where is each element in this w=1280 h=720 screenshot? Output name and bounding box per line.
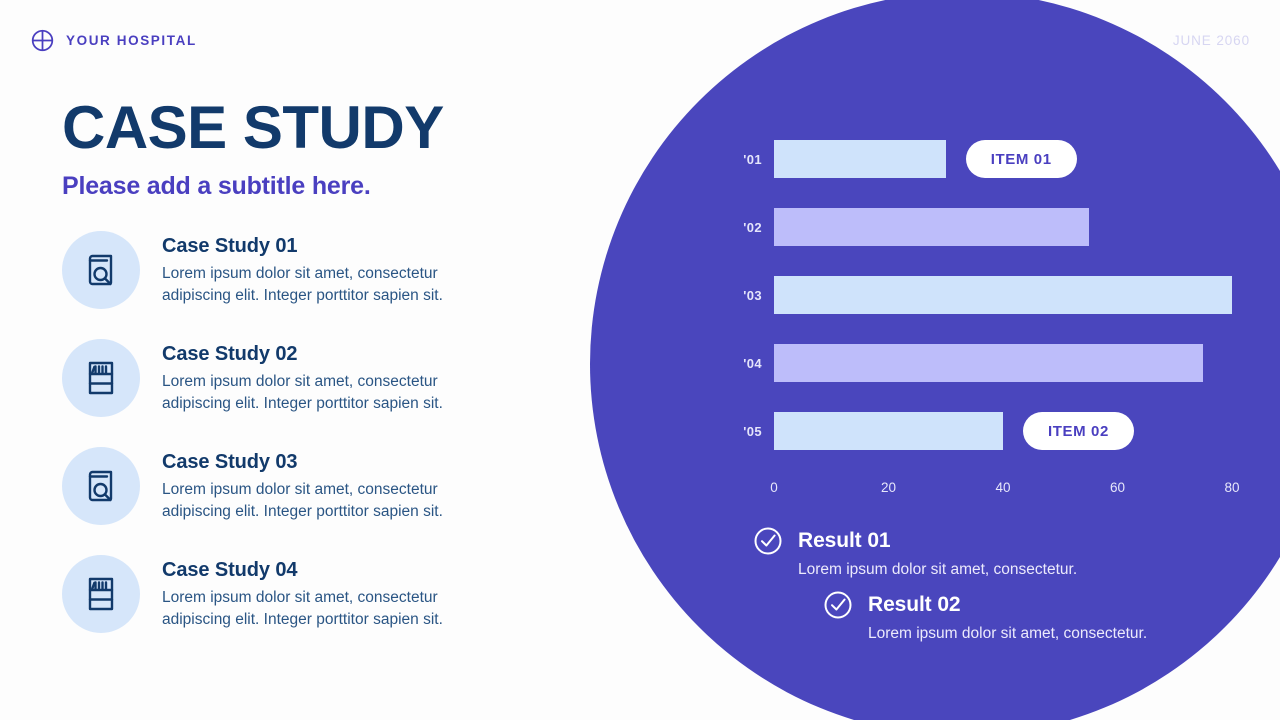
list-item-description: Lorem ipsum dolor sit amet, consectetur … — [162, 372, 443, 412]
bar-category-label: '05 — [743, 423, 762, 439]
chart-bar-row: '04 — [732, 344, 1232, 382]
horizontal-bar-chart: '01 ITEM 01 '02 '03 '04 '05 — [732, 140, 1240, 502]
chart-annotation-pill[interactable]: ITEM 02 — [1023, 412, 1134, 450]
check-circle-icon — [822, 589, 854, 621]
result-title: Result 01 — [798, 529, 891, 552]
document-search-icon — [62, 446, 140, 525]
axis-tick-label: 80 — [1224, 480, 1240, 495]
list-item-description: Lorem ipsum dolor sit amet, consectetur … — [162, 264, 443, 304]
chart-bar[interactable] — [774, 140, 946, 178]
chart-annotation-pill[interactable]: ITEM 01 — [965, 140, 1077, 178]
result-block: Result 01 Lorem ipsum dolor sit amet, co… — [752, 525, 1222, 579]
result-title: Result 02 — [868, 593, 961, 616]
result-block: Result 02 Lorem ipsum dolor sit amet, co… — [822, 589, 1222, 643]
list-item-description: Lorem ipsum dolor sit amet, consectetur … — [162, 588, 443, 628]
list-item[interactable]: Case Study 04 Lorem ipsum dolor sit amet… — [62, 554, 582, 633]
list-item[interactable]: Case Study 02 Lorem ipsum dolor sit amet… — [62, 338, 582, 417]
result-header: Result 02 — [822, 589, 1222, 621]
chart-bar[interactable] — [774, 208, 1089, 246]
bar-track — [774, 276, 1232, 314]
list-item-text: Case Study 04 Lorem ipsum dolor sit amet… — [162, 555, 507, 631]
result-description: Lorem ipsum dolor sit amet, consectetur. — [798, 561, 1078, 578]
list-item-title: Case Study 03 — [162, 450, 298, 473]
brand-lockup: YOUR HOSPITAL — [30, 28, 197, 53]
brand-name: YOUR HOSPITAL — [66, 33, 197, 48]
axis-tick-label: 20 — [880, 480, 897, 495]
list-item[interactable]: Case Study 03 Lorem ipsum dolor sit amet… — [62, 446, 582, 525]
bar-track — [774, 208, 1232, 246]
hospital-cross-petal-icon — [30, 28, 55, 53]
case-study-list: Case Study 01 Lorem ipsum dolor sit amet… — [62, 230, 582, 633]
list-item[interactable]: Case Study 01 Lorem ipsum dolor sit amet… — [62, 230, 582, 309]
chart-bar[interactable] — [774, 276, 1232, 314]
result-description: Lorem ipsum dolor sit amet, consectetur. — [868, 625, 1148, 642]
chart-bar-row: '02 — [732, 208, 1232, 246]
bar-category-label: '03 — [743, 287, 762, 303]
list-item-description: Lorem ipsum dolor sit amet, consectetur … — [162, 480, 443, 520]
bar-track: ITEM 01 — [774, 140, 1232, 178]
list-item-title: Case Study 04 — [162, 558, 298, 581]
bookshelf-icon — [62, 554, 140, 633]
document-search-icon — [62, 230, 140, 309]
list-item-text: Case Study 02 Lorem ipsum dolor sit amet… — [162, 339, 507, 415]
bar-track: ITEM 02 — [774, 412, 1232, 450]
date-label: JUNE 2060 — [1172, 33, 1250, 48]
axis-tick-label: 60 — [1109, 480, 1126, 495]
bar-track — [774, 344, 1232, 382]
chart-bar[interactable] — [774, 412, 1003, 450]
bookshelf-icon — [62, 338, 140, 417]
chart-bar-row: '01 ITEM 01 — [732, 140, 1232, 178]
chart-x-axis: 0 20 40 60 80 — [770, 480, 1239, 502]
check-circle-icon — [752, 525, 784, 557]
list-item-title: Case Study 01 — [162, 234, 298, 257]
list-item-text: Case Study 03 Lorem ipsum dolor sit amet… — [162, 447, 507, 523]
chart-bar-row: '03 — [732, 276, 1232, 314]
axis-tick-label: 40 — [995, 480, 1011, 495]
chart-bar[interactable] — [774, 344, 1204, 382]
page-subtitle: Please add a subtitle here. — [62, 171, 371, 200]
page-title: CASE STUDY — [62, 94, 444, 161]
results-section: Result 01 Lorem ipsum dolor sit amet, co… — [752, 525, 1222, 653]
list-item-text: Case Study 01 Lorem ipsum dolor sit amet… — [162, 231, 507, 307]
bar-category-label: '02 — [743, 219, 762, 235]
list-item-title: Case Study 02 — [162, 342, 298, 365]
chart-bar-row: '05 ITEM 02 — [732, 412, 1232, 450]
bar-category-label: '04 — [743, 355, 762, 371]
result-header: Result 01 — [752, 525, 1222, 557]
left-content-column: CASE STUDY Please add a subtitle here. C… — [62, 96, 582, 633]
axis-tick-label: 0 — [770, 480, 778, 495]
bar-category-label: '01 — [743, 151, 762, 167]
